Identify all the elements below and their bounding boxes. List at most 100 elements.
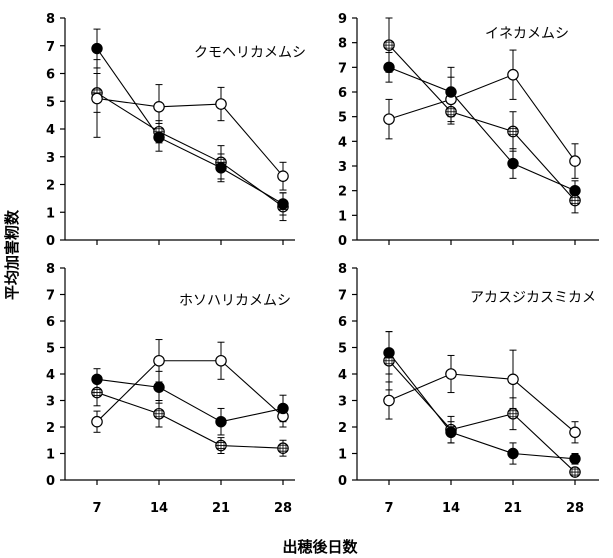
- y-tick-label: 6: [338, 86, 347, 101]
- point-filled: [507, 157, 519, 170]
- series-line-crosshatch: [388, 44, 576, 201]
- point-filled: [91, 373, 103, 385]
- panel-3: 0 1 2 3 4 5 6 7 8 7 14 21 28 ホソハリカメムシ: [46, 262, 295, 516]
- series-line-crosshatch: [388, 360, 576, 473]
- point-filled: [383, 61, 395, 74]
- x-tick-label: 21: [504, 501, 522, 516]
- point-open: [507, 68, 519, 81]
- point-open: [277, 170, 289, 182]
- panel-2: 0 1 2 3 4 5 6 7 8 9 イネカメムシ: [338, 12, 599, 249]
- point-crosshatch: [215, 439, 227, 452]
- series-line-filled: [96, 48, 284, 205]
- y-tick-label: 7: [46, 40, 55, 55]
- point-filled: [445, 86, 457, 98]
- x-axis-label: 出穂後日数: [282, 538, 358, 554]
- y-tick-label: 0: [338, 234, 347, 249]
- y-tick-label: 2: [46, 421, 55, 436]
- point-crosshatch: [445, 105, 457, 118]
- panel-title: クモヘリカメムシ: [194, 45, 306, 61]
- series-line-filled: [388, 66, 576, 192]
- series-line-crosshatch: [96, 392, 284, 449]
- y-tick-label: 5: [338, 342, 347, 357]
- y-tick-label: 2: [46, 179, 55, 194]
- series-line-open: [96, 360, 284, 423]
- y-tick-label: 0: [338, 474, 347, 489]
- point-open: [215, 98, 227, 110]
- series-line-open: [96, 97, 284, 177]
- y-tick-label: 0: [46, 474, 55, 489]
- y-axis-label: 平均加害籾数: [3, 209, 21, 300]
- point-crosshatch: [91, 386, 103, 399]
- point-filled: [215, 416, 227, 428]
- y-tick-label: 5: [46, 95, 55, 110]
- y-tick-label: 3: [46, 151, 55, 166]
- series-line-open: [388, 74, 576, 162]
- x-tick-label: 28: [274, 501, 292, 516]
- point-crosshatch: [383, 39, 395, 51]
- x-tick-label: 7: [384, 501, 393, 516]
- point-filled: [153, 131, 165, 144]
- series-line-filled: [388, 352, 576, 460]
- x-tick-label: 7: [92, 501, 101, 516]
- point-crosshatch: [153, 407, 165, 420]
- point-open: [569, 155, 581, 167]
- y-tick-label: 1: [46, 206, 55, 221]
- series-line-open: [388, 373, 576, 433]
- panel-title: イネカメムシ: [485, 26, 569, 42]
- y-tick-label: 1: [338, 209, 347, 224]
- panel-4: 0 1 2 3 4 5 6 7 8 7 14 21 28 アカスジカスミカメ: [338, 262, 599, 516]
- point-filled: [445, 426, 457, 438]
- series-line-filled: [96, 378, 284, 423]
- y-tick-label: 6: [46, 68, 55, 83]
- point-crosshatch: [569, 466, 581, 478]
- point-open: [91, 415, 103, 428]
- y-tick-label: 6: [46, 315, 55, 330]
- y-tick-label: 1: [338, 448, 347, 463]
- point-open: [91, 92, 103, 105]
- point-crosshatch: [277, 442, 289, 455]
- panel-title: ホソハリカメムシ: [179, 293, 291, 309]
- y-tick-label: 1: [46, 448, 55, 463]
- point-open: [153, 354, 165, 367]
- y-tick-label: 7: [338, 289, 347, 304]
- y-tick-label: 8: [46, 12, 55, 27]
- y-tick-label: 4: [46, 368, 55, 383]
- point-open: [383, 394, 395, 407]
- y-tick-label: 5: [338, 111, 347, 126]
- y-tick-label: 4: [338, 368, 347, 383]
- point-open: [445, 368, 457, 380]
- point-crosshatch: [507, 407, 519, 420]
- y-tick-label: 7: [46, 289, 55, 304]
- axes: [356, 18, 599, 241]
- point-filled: [277, 198, 289, 210]
- y-tick-label: 6: [338, 315, 347, 330]
- x-tick-label: 21: [212, 501, 230, 516]
- series-line-crosshatch: [96, 92, 284, 208]
- point-filled: [91, 42, 103, 55]
- panel-title: アカスジカスミカメ: [470, 290, 596, 306]
- x-tick-label: 28: [566, 501, 584, 516]
- x-tick-label: 14: [150, 501, 168, 516]
- point-filled: [569, 184, 581, 197]
- y-tick-label: 0: [46, 234, 55, 249]
- point-filled: [507, 447, 519, 460]
- panel-1: 0 1 2 3 4 5 6 7 8 クモヘリカメムシ: [46, 12, 306, 249]
- point-open: [569, 426, 581, 439]
- x-tick-label: 14: [442, 501, 460, 516]
- y-tick-label: 4: [338, 135, 347, 150]
- point-filled: [215, 162, 227, 174]
- y-tick-label: 4: [46, 123, 55, 138]
- y-tick-label: 3: [338, 160, 347, 175]
- y-tick-label: 3: [46, 395, 55, 410]
- point-open: [153, 101, 165, 113]
- y-tick-label: 2: [338, 185, 347, 200]
- y-tick-label: 2: [338, 421, 347, 436]
- point-filled: [277, 402, 289, 415]
- y-tick-label: 7: [338, 61, 347, 76]
- y-tick-label: 9: [338, 12, 347, 27]
- y-tick-label: 8: [338, 262, 347, 277]
- point-filled: [569, 453, 581, 465]
- y-tick-label: 8: [46, 262, 55, 277]
